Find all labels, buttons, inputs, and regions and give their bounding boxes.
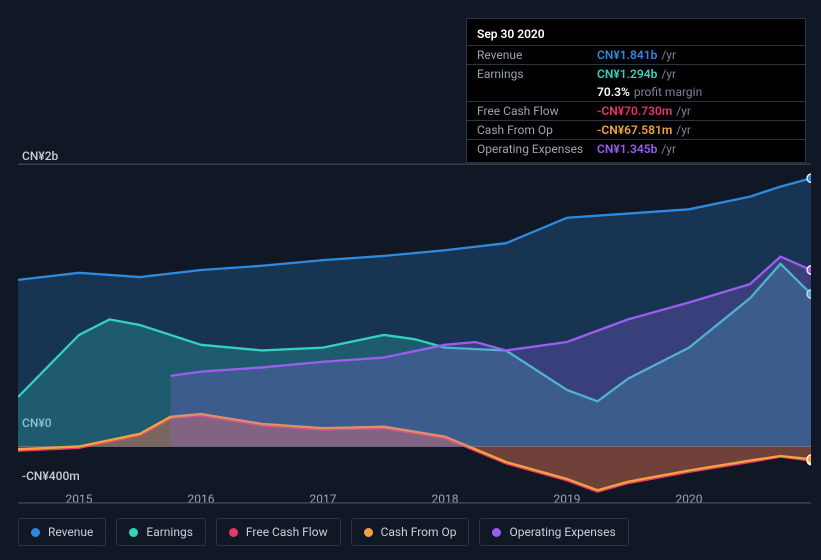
tooltip-date: Sep 30 2020 bbox=[467, 23, 805, 45]
tooltip-row: RevenueCN¥1.841b/yr bbox=[467, 45, 805, 64]
legend-swatch bbox=[492, 528, 501, 537]
legend-item-free-cash-flow[interactable]: Free Cash Flow bbox=[216, 518, 341, 546]
tooltip-row-label: Free Cash Flow bbox=[477, 104, 597, 118]
legend-swatch bbox=[31, 528, 40, 537]
tooltip-row-label: Cash From Op bbox=[477, 123, 597, 137]
legend-label: Free Cash Flow bbox=[246, 525, 328, 539]
legend-label: Operating Expenses bbox=[509, 525, 615, 539]
tooltip-row-value: -CN¥67.581m bbox=[597, 123, 672, 137]
legend-item-earnings[interactable]: Earnings bbox=[116, 518, 206, 546]
tooltip-row-label: Operating Expenses bbox=[477, 142, 597, 156]
legend-item-cash-from-op[interactable]: Cash From Op bbox=[351, 518, 470, 546]
tooltip-row-value: CN¥1.345b bbox=[597, 142, 657, 156]
tooltip-row: Cash From Op-CN¥67.581m/yr bbox=[467, 120, 805, 139]
tooltip-row-suffix: /yr bbox=[676, 123, 691, 137]
tooltip-row: 70.3% profit margin bbox=[467, 83, 805, 101]
tooltip-row: Operating ExpensesCN¥1.345b/yr bbox=[467, 139, 805, 158]
legend-label: Earnings bbox=[146, 525, 193, 539]
chart-plot bbox=[18, 150, 811, 510]
chart-svg bbox=[18, 150, 811, 510]
tooltip-row-suffix: /yr bbox=[661, 48, 676, 62]
tooltip-row-label: Earnings bbox=[477, 67, 597, 81]
chart-tooltip: Sep 30 2020 RevenueCN¥1.841b/yrEarningsC… bbox=[466, 18, 806, 163]
tooltip-row-value: CN¥1.294b bbox=[597, 67, 657, 81]
legend-swatch bbox=[229, 528, 238, 537]
legend-swatch bbox=[129, 528, 138, 537]
tooltip-row-label: Revenue bbox=[477, 48, 597, 62]
tooltip-row-suffix: /yr bbox=[676, 104, 691, 118]
tooltip-row-value: CN¥1.841b bbox=[597, 48, 657, 62]
chart-legend: Revenue Earnings Free Cash Flow Cash From O… bbox=[18, 518, 629, 546]
tooltip-row: Free Cash Flow-CN¥70.730m/yr bbox=[467, 101, 805, 120]
tooltip-row-suffix: /yr bbox=[661, 67, 676, 81]
legend-label: Cash From Op bbox=[381, 525, 457, 539]
tooltip-row-suffix: profit margin bbox=[634, 85, 702, 99]
legend-item-revenue[interactable]: Revenue bbox=[18, 518, 106, 546]
legend-swatch bbox=[364, 528, 373, 537]
tooltip-row-value: -CN¥70.730m bbox=[597, 104, 672, 118]
tooltip-row-value: 70.3% bbox=[597, 85, 630, 99]
legend-item-operating-expenses[interactable]: Operating Expenses bbox=[479, 518, 628, 546]
legend-label: Revenue bbox=[48, 525, 93, 539]
tooltip-row: EarningsCN¥1.294b/yr bbox=[467, 64, 805, 83]
tooltip-row-suffix: /yr bbox=[661, 142, 676, 156]
